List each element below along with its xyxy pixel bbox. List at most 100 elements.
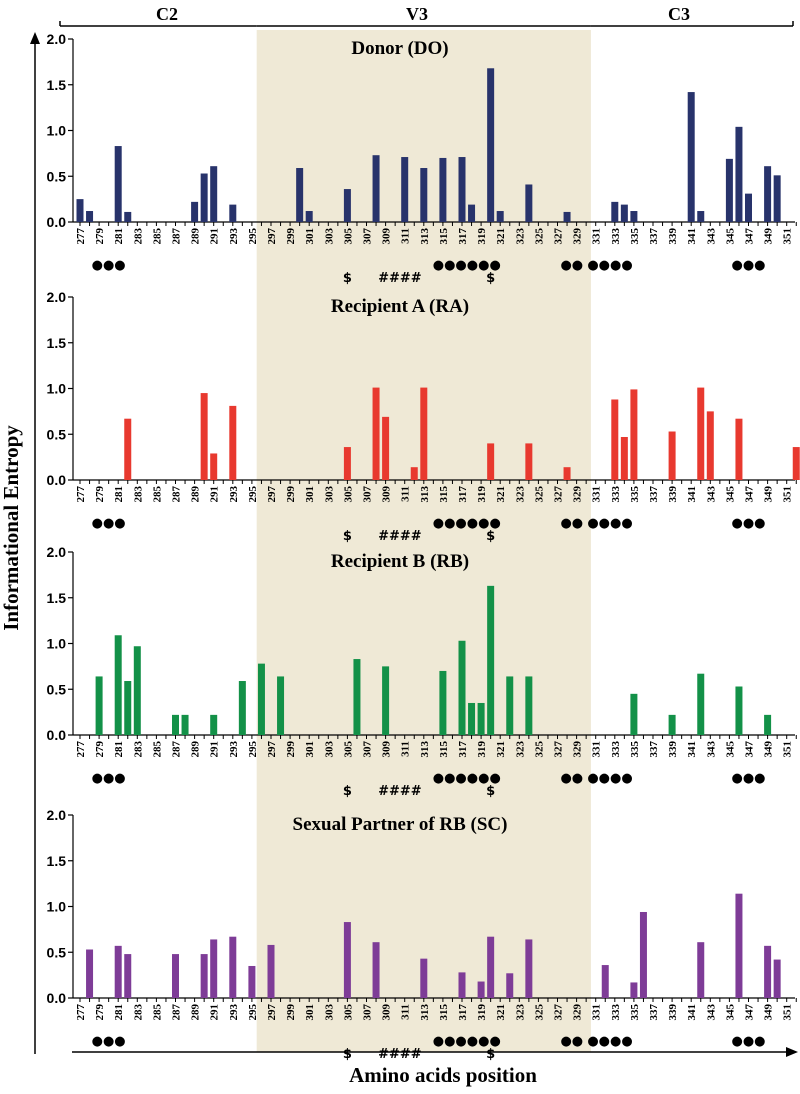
- bar-do-300: [296, 168, 304, 222]
- bar-sc-278: [86, 949, 94, 998]
- bar-rb-315: [439, 670, 447, 735]
- glycosylation-dots: ●●●: [92, 516, 126, 531]
- x-tick-label: 291: [209, 486, 221, 503]
- y-tick-label: 1.0: [47, 899, 67, 915]
- y-tick-label: 1.0: [47, 636, 67, 652]
- bar-ra-346: [735, 418, 743, 480]
- site-marker: $: [343, 529, 352, 544]
- glycosylation-dots: ●●●: [92, 771, 126, 786]
- bar-rb-283: [133, 646, 141, 735]
- bar-do-320: [487, 68, 495, 222]
- x-tick-label: 321: [495, 486, 507, 503]
- bar-sc-282: [124, 954, 132, 998]
- y-tick-label: 1.0: [47, 123, 67, 139]
- y-tick-label: 0.0: [47, 990, 67, 1006]
- y-axis-title: Informational Entropy: [0, 425, 23, 631]
- bar-rb-298: [277, 676, 285, 735]
- glycosylation-dots: ●●●●: [587, 258, 632, 273]
- y-tick-label: 0.5: [47, 681, 67, 697]
- x-tick-label: 327: [553, 741, 565, 758]
- glycosylation-dots: ●●: [560, 1034, 583, 1049]
- bar-ra-342: [697, 387, 705, 480]
- x-tick-label: 277: [75, 741, 87, 758]
- bar-sc-319: [477, 981, 485, 998]
- x-tick-label: 337: [648, 741, 660, 758]
- bar-ra-308: [372, 387, 380, 480]
- x-tick-label: 323: [514, 486, 526, 503]
- x-tick-label: 327: [553, 228, 565, 245]
- bar-do-324: [525, 184, 533, 222]
- bar-do-290: [200, 173, 208, 222]
- x-tick-label: 335: [629, 228, 641, 245]
- x-tick-label: 339: [667, 228, 679, 245]
- bar-sc-350: [773, 959, 781, 998]
- panel-title: Recipient A (RA): [331, 296, 469, 317]
- x-tick-label: 349: [763, 228, 775, 245]
- x-tick-label: 331: [591, 1004, 603, 1021]
- x-tick-label: 335: [629, 1004, 641, 1021]
- x-tick-label: 351: [782, 1004, 794, 1021]
- x-tick-label: 347: [744, 486, 756, 503]
- bar-sc-332: [601, 965, 609, 998]
- panel-do: Donor (DO) 0.0 0.5 1.0 1.5 2.0 277 279 281 283 285…: [47, 31, 797, 286]
- region-header: C2 V3 C3: [59, 4, 794, 27]
- x-tick-label: 309: [381, 1004, 393, 1021]
- x-tick-label: 301: [304, 1004, 316, 1021]
- bar-sc-342: [697, 942, 705, 998]
- x-tick-label: 277: [75, 1004, 87, 1021]
- x-tick-label: 351: [782, 228, 794, 245]
- site-marker: ####: [378, 529, 422, 544]
- x-tick-label: 295: [247, 228, 259, 245]
- x-tick-label: 303: [323, 228, 335, 245]
- x-tick-label: 325: [533, 228, 545, 245]
- bar-ra-343: [706, 411, 714, 480]
- bar-do-350: [773, 175, 781, 222]
- region-label-v3: V3: [406, 4, 428, 24]
- x-tick-label: 277: [75, 486, 87, 503]
- x-tick-label: 323: [514, 1004, 526, 1021]
- glycosylation-dots: ●●●: [731, 258, 765, 273]
- x-tick-label: 335: [629, 741, 641, 758]
- x-tick-label: 347: [744, 1004, 756, 1021]
- bar-do-317: [458, 157, 466, 222]
- bar-rb-309: [382, 666, 390, 735]
- x-tick-label: 331: [591, 486, 603, 503]
- x-tick-label: 303: [323, 741, 335, 758]
- bar-do-282: [124, 211, 132, 222]
- x-tick-label: 341: [686, 228, 698, 245]
- bar-do-334: [620, 204, 628, 222]
- bar-rb-287: [172, 714, 179, 735]
- x-tick-label: 305: [342, 228, 354, 245]
- x-tick-label: 343: [705, 486, 717, 503]
- x-tick-label: 329: [572, 486, 584, 503]
- x-tick-label: 315: [438, 486, 450, 503]
- x-tick-label: 279: [94, 486, 106, 503]
- x-tick-label: 345: [724, 228, 736, 245]
- x-tick-label: 311: [400, 1004, 412, 1020]
- x-tick-label: 299: [285, 486, 297, 503]
- x-tick-label: 297: [266, 741, 278, 758]
- x-tick-label: 295: [247, 741, 259, 758]
- x-tick-label: 301: [304, 228, 316, 245]
- x-tick-label: 305: [342, 486, 354, 503]
- x-tick-label: 289: [190, 741, 202, 758]
- x-tick-label: 293: [228, 228, 240, 245]
- bar-ra-305: [343, 447, 351, 480]
- x-tick-label: 285: [151, 486, 163, 503]
- y-tick-label: 0.0: [47, 727, 67, 743]
- x-tick-label: 317: [457, 486, 469, 503]
- glycosylation-dots: ●●●●●●: [433, 258, 501, 273]
- bar-do-278: [86, 211, 94, 222]
- x-tick-label: 315: [438, 228, 450, 245]
- bar-do-315: [439, 157, 447, 222]
- bar-do-313: [420, 168, 428, 222]
- x-tick-label: 299: [285, 741, 297, 758]
- x-tick-label: 325: [533, 741, 545, 758]
- x-tick-label: 285: [151, 741, 163, 758]
- x-tick-label: 339: [667, 1004, 679, 1021]
- bar-rb-319: [477, 702, 485, 735]
- bar-do-342: [697, 211, 705, 222]
- bar-rb-279: [95, 676, 103, 735]
- glycosylation-dots: ●●●: [731, 516, 765, 531]
